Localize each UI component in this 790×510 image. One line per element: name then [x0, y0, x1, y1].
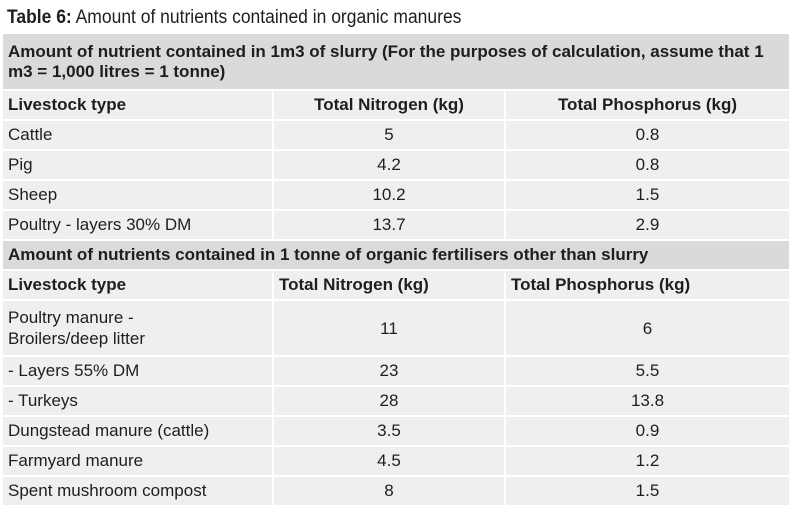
- nitrogen-cell: 11: [272, 300, 505, 357]
- header-total-phosphorus: Total Phosphorus (kg): [504, 270, 789, 301]
- phosphorus-cell: 1.5: [504, 476, 789, 507]
- nitrogen-cell: 8: [272, 476, 505, 507]
- nitrogen-cell: 4.2: [272, 150, 505, 181]
- header-total-phosphorus: Total Phosphorus (kg): [504, 90, 789, 121]
- nitrogen-cell: 23: [272, 356, 505, 387]
- table-row: Farmyard manure 4.5 1.2: [3, 446, 789, 477]
- table-row: - Layers 55% DM 23 5.5: [3, 356, 789, 387]
- header-row: Livestock type Total Nitrogen (kg) Total…: [3, 90, 789, 121]
- phosphorus-cell: 1.5: [504, 180, 789, 211]
- section-title-row: Amount of nutrient contained in 1m3 of s…: [3, 34, 789, 91]
- livestock-type-cell: Poultry manure - Broilers/deep litter: [3, 300, 273, 357]
- table-row: Sheep 10.2 1.5: [3, 180, 789, 211]
- livestock-type-cell: Cattle: [3, 120, 273, 151]
- nitrogen-cell: 10.2: [272, 180, 505, 211]
- phosphorus-cell: 6: [504, 300, 789, 357]
- livestock-type-cell: - Layers 55% DM: [3, 356, 273, 387]
- table-row: Cattle 5 0.8: [3, 120, 789, 151]
- phosphorus-cell: 1.2: [504, 446, 789, 477]
- header-livestock-type: Livestock type: [3, 270, 273, 301]
- phosphorus-cell: 2.9: [504, 210, 789, 241]
- table-caption-label: Table 6:: [7, 7, 72, 28]
- livestock-type-cell: Farmyard manure: [3, 446, 273, 477]
- table-row: - Turkeys 28 13.8: [3, 386, 789, 417]
- header-livestock-type: Livestock type: [3, 90, 273, 121]
- section-title-other-fertilisers: Amount of nutrients contained in 1 tonne…: [3, 240, 789, 271]
- livestock-type-cell: Spent mushroom compost: [3, 476, 273, 507]
- phosphorus-cell: 13.8: [504, 386, 789, 417]
- nutrients-table: Amount of nutrient contained in 1m3 of s…: [3, 34, 789, 507]
- nitrogen-cell: 4.5: [272, 446, 505, 477]
- phosphorus-cell: 0.9: [504, 416, 789, 447]
- nitrogen-cell: 28: [272, 386, 505, 417]
- phosphorus-cell: 0.8: [504, 120, 789, 151]
- livestock-type-cell: Pig: [3, 150, 273, 181]
- phosphorus-cell: 5.5: [504, 356, 789, 387]
- nitrogen-cell: 3.5: [272, 416, 505, 447]
- table-caption: Table 6: Amount of nutrients contained i…: [7, 6, 461, 30]
- livestock-type-cell: Sheep: [3, 180, 273, 211]
- nitrogen-cell: 13.7: [272, 210, 505, 241]
- table-row: Pig 4.2 0.8: [3, 150, 789, 181]
- header-row: Livestock type Total Nitrogen (kg) Total…: [3, 270, 789, 301]
- livestock-type-cell: Poultry - layers 30% DM: [3, 210, 273, 241]
- header-total-nitrogen: Total Nitrogen (kg): [272, 90, 505, 121]
- table-row: Poultry manure - Broilers/deep litter 11…: [3, 300, 789, 357]
- livestock-type-cell: Dungstead manure (cattle): [3, 416, 273, 447]
- section-title-slurry: Amount of nutrient contained in 1m3 of s…: [3, 34, 789, 91]
- header-total-nitrogen: Total Nitrogen (kg): [272, 270, 505, 301]
- livestock-type-cell: - Turkeys: [3, 386, 273, 417]
- nitrogen-cell: 5: [272, 120, 505, 151]
- table-row: Dungstead manure (cattle) 3.5 0.9: [3, 416, 789, 447]
- table-row: Spent mushroom compost 8 1.5: [3, 476, 789, 507]
- phosphorus-cell: 0.8: [504, 150, 789, 181]
- table-caption-text: Amount of nutrients contained in organic…: [71, 7, 462, 28]
- section-title-row: Amount of nutrients contained in 1 tonne…: [3, 240, 789, 271]
- table-row: Poultry - layers 30% DM 13.7 2.9: [3, 210, 789, 241]
